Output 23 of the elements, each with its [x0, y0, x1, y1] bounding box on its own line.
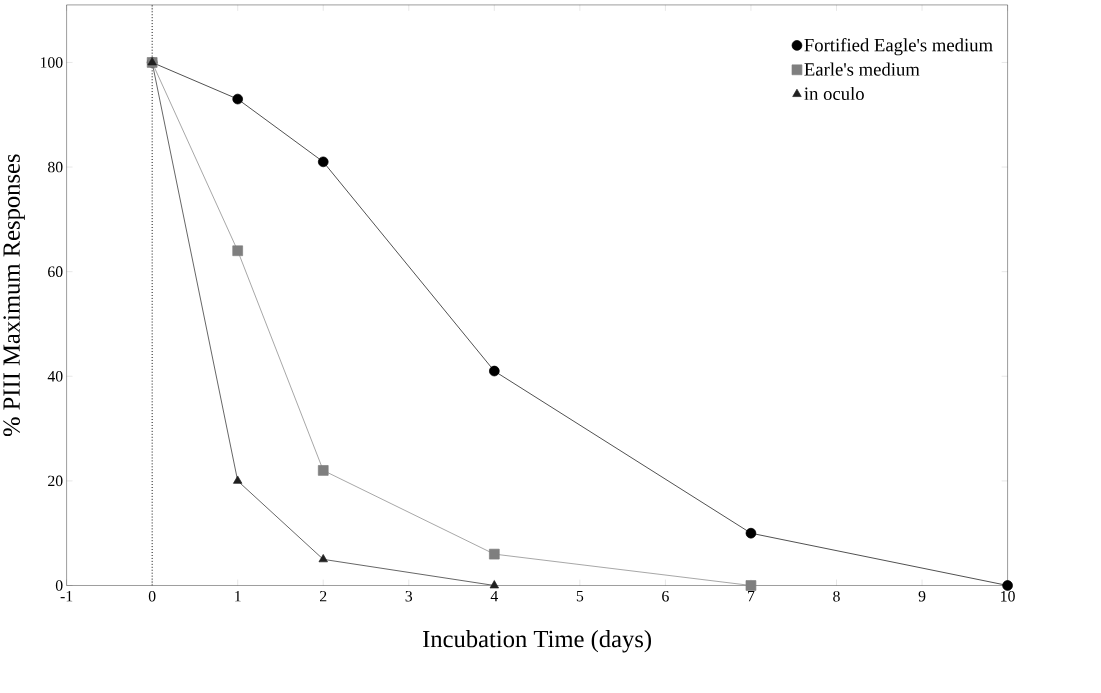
x-tick-label: 5 — [576, 590, 584, 602]
y-tick-label: 60 — [48, 266, 63, 277]
x-tick-label: -1 — [60, 590, 73, 602]
legend-label: Fortified Eagle's medium — [804, 38, 993, 56]
x-tick-label: 2 — [320, 590, 327, 602]
x-tick-label: 3 — [405, 590, 413, 602]
legend-label: in oculo — [804, 86, 864, 100]
y-tick-label: 80 — [47, 161, 63, 173]
y-tick-label: 0 — [55, 580, 63, 591]
x-axis-title: Incubation Time (days) — [423, 629, 651, 653]
x-tick-label: 7 — [748, 590, 755, 602]
x-tick-label: 6 — [662, 590, 669, 602]
x-tick-label: 0 — [148, 590, 156, 602]
x-tick-label: 10 — [1001, 590, 1015, 602]
y-tick-label: 40 — [47, 370, 63, 382]
x-tick-label: 1 — [235, 590, 241, 602]
y-tick-label: 20 — [48, 475, 63, 487]
legend-label: Earle's medium — [804, 62, 920, 76]
y-tick-label: 100 — [40, 57, 63, 68]
x-tick-label: 8 — [833, 590, 840, 602]
x-tick-label: 9 — [918, 590, 926, 602]
y-axis-title: % PIII Maximum Responses — [3, 154, 25, 437]
x-tick-label: 4 — [490, 590, 499, 602]
